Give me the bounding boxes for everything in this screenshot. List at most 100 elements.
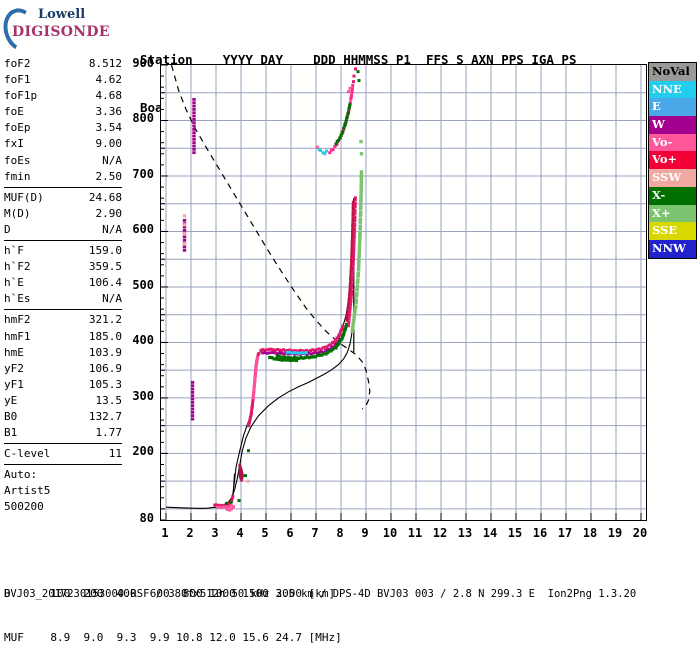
param-key: B1 [4, 426, 18, 440]
y-axis-tick-900: 900 [132, 56, 154, 70]
legend-item-x-[interactable]: X- [649, 186, 696, 205]
param-value: 3.36 [95, 105, 123, 119]
param-row: yF1 105.3 [4, 377, 122, 393]
echo-f2-x-trace [275, 322, 349, 361]
param-row: hmF2 321.2 [4, 312, 122, 328]
legend-item-noval[interactable]: NoVal [649, 63, 696, 81]
param-value: N/A [102, 292, 122, 306]
param-row: h`Es N/A [4, 291, 122, 307]
param-value: 4.62 [95, 73, 123, 87]
y-axis-tick-800: 800 [132, 111, 154, 126]
param-value: 3.54 [95, 121, 123, 135]
x-axis-tick-11: 11 [407, 526, 423, 540]
param-key: yF2 [4, 361, 24, 375]
param-value: 4.68 [95, 89, 123, 103]
param-row: B0 132.7 [4, 409, 122, 425]
auto-scaler-line: Artist5 [4, 484, 51, 498]
polarization-direction-legend[interactable]: NoVal NNE E W Vo- Vo+ SSW X- X+ SSE NNW [648, 62, 697, 259]
param-key: fxI [4, 137, 24, 151]
x-axis-tick-5: 5 [261, 526, 269, 540]
param-row: M(D) 2.90 [4, 206, 122, 222]
legend-item-e[interactable]: E [649, 98, 696, 117]
echo-spread-f-green [334, 103, 352, 146]
legend-item-nnw[interactable]: NNW [649, 239, 696, 258]
param-row: yF2 106.9 [4, 361, 122, 377]
param-value: 132.7 [88, 409, 122, 423]
interference-bar-lower [190, 380, 195, 421]
echo-f2-o-ascent [345, 200, 356, 322]
echo-f2-x-trace-upper [268, 355, 299, 363]
ionogram-plot-area[interactable] [160, 64, 647, 521]
echo-spread-f-vo-right [347, 86, 352, 94]
echo-f2-x-ascent [350, 170, 364, 334]
muf-3000-dashed-curve [170, 65, 371, 410]
param-value: 24.68 [88, 190, 122, 204]
muf-table-distance-row: D 100 200 400 600 800 1000 1500 3000 [km… [4, 587, 336, 600]
y-axis-tick-80: 80 [139, 511, 154, 525]
interference-bar-ssw-overlay [182, 214, 187, 246]
x-axis-tick-1: 1 [161, 526, 169, 540]
param-row: h`F2 359.5 [4, 259, 122, 275]
interference-bar-upper [192, 98, 196, 155]
param-value: 159.0 [88, 244, 122, 258]
param-key: B0 [4, 409, 18, 423]
legend-item-sse[interactable]: SSE [649, 222, 696, 240]
x-axis-tick-16: 16 [532, 526, 548, 540]
y-axis-tick-600: 600 [132, 222, 154, 237]
param-row: foF1 4.62 [4, 72, 122, 88]
param-row: h`E 106.4 [4, 275, 122, 291]
param-row: yE 13.5 [4, 393, 122, 409]
echo-f2-o-ascent-2 [347, 196, 357, 328]
x-axis-tick-20: 20 [632, 526, 648, 540]
param-group-auto: Auto: Artist5 500200 [4, 467, 122, 515]
echo-spread-f-top-pink [352, 67, 357, 84]
auto-scaler-line: Auto: [4, 468, 38, 482]
param-key: hmF2 [4, 313, 31, 327]
echo-e-layer-x-trace [225, 500, 233, 505]
param-value: N/A [102, 153, 122, 167]
param-key: MUF(D) [4, 190, 44, 204]
x-axis-tick-4: 4 [236, 526, 244, 540]
x-axis-tick-17: 17 [557, 526, 573, 540]
ionospheric-parameters-panel: foF2 8.512 foF1 4.62 foF1p 4.68 foE 3.36 foEp 3.5… [4, 56, 122, 516]
legend-item-vo-[interactable]: Vo+ [649, 151, 696, 170]
echo-f2-x-ascent-top [359, 139, 364, 156]
legend-item-ssw[interactable]: SSW [649, 169, 696, 187]
x-axis-tick-9: 9 [361, 526, 369, 540]
param-row: fmin 2.50 [4, 169, 122, 185]
param-key: h`F [4, 244, 24, 258]
param-row: B1 1.77 [4, 425, 122, 441]
legend-item-w[interactable]: W [649, 116, 696, 134]
param-row: foE 3.36 [4, 104, 122, 120]
param-row: foF1p 4.68 [4, 88, 122, 104]
legend-item-x-[interactable]: X+ [649, 204, 696, 223]
param-value: 2.90 [95, 206, 123, 220]
param-key: foEp [4, 121, 31, 135]
param-value: 2.50 [95, 169, 123, 183]
param-row: fxI 9.00 [4, 136, 122, 152]
param-key: fmin [4, 169, 31, 183]
echo-green-isolated-2 [247, 449, 250, 453]
logo-digisonde-text: DIGISONDE [12, 24, 110, 40]
echo-f1-vo-trace [251, 356, 260, 400]
legend-item-nne[interactable]: NNE [649, 80, 696, 99]
param-value: 11 [108, 447, 122, 461]
echo-ssw-isolated [246, 479, 250, 483]
y-axis-tick-700: 700 [132, 166, 154, 181]
legend-item-vo-[interactable]: Vo- [649, 133, 696, 152]
param-key: D [4, 222, 11, 236]
param-value: 105.3 [88, 377, 122, 391]
param-key: h`Es [4, 292, 31, 306]
param-row: foEs N/A [4, 153, 122, 169]
station-header-labels: Station YYYY DAY DDD HHMMSS P1 FFS S AXN… [140, 52, 577, 67]
param-key: foF1p [4, 89, 38, 103]
muf-distance-table: D 100 200 400 600 800 1000 1500 3000 [km… [4, 558, 342, 660]
param-value: 9.00 [95, 137, 123, 151]
param-row: h`F 159.0 [4, 243, 122, 259]
param-value: 8.512 [88, 57, 122, 70]
y-axis-tick-200: 200 [132, 444, 154, 459]
param-value: 321.2 [88, 313, 122, 327]
ionogram-canvas [161, 65, 646, 520]
echo-spread-f-cyan-left2 [317, 147, 322, 152]
param-key: foEs [4, 153, 31, 167]
